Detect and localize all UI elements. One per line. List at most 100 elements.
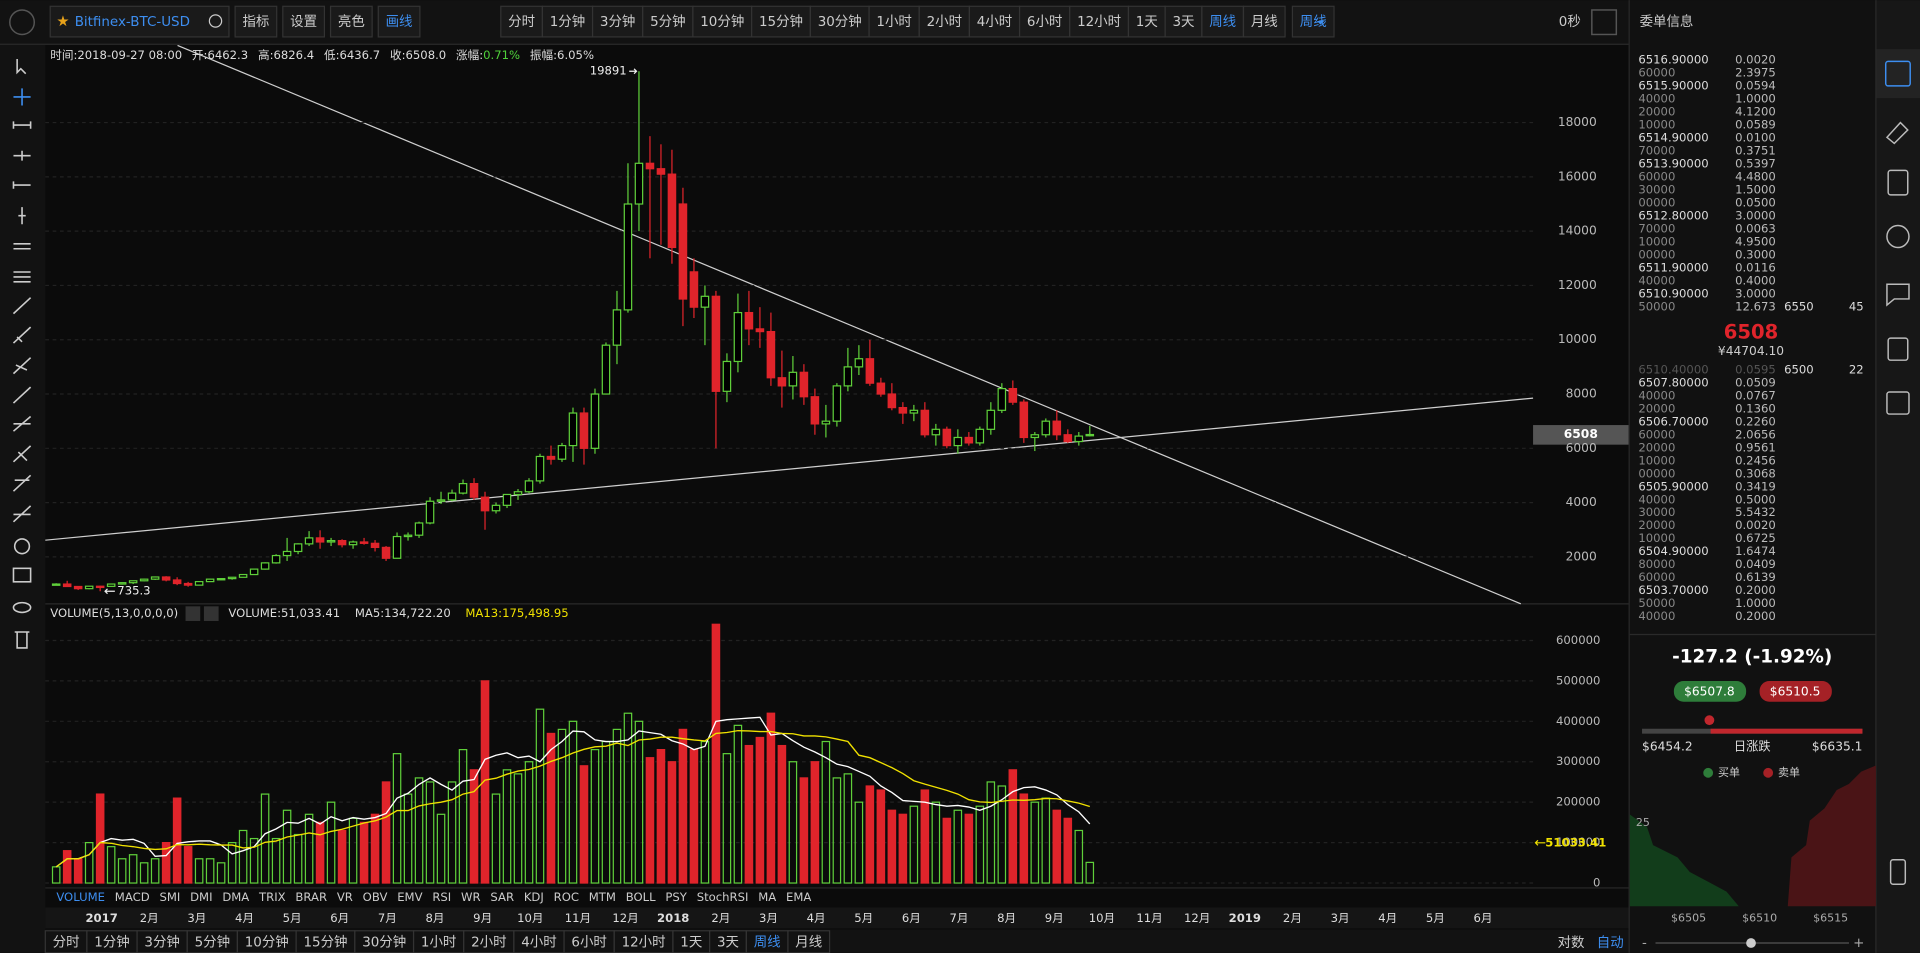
tool-ray[interactable] (12, 121, 32, 129)
volume-bar (953, 809, 963, 884)
tool-button[interactable] (329, 5, 373, 38)
volume-settings[interactable] (185, 606, 201, 621)
indicator-tab[interactable]: VR (337, 890, 353, 904)
time-axis-bg (45, 907, 1629, 929)
auto-toggle[interactable]: 自动 (1597, 935, 1624, 951)
indicator-tab[interactable]: ROC (554, 890, 579, 904)
period-button[interactable] (1242, 5, 1286, 38)
period-button[interactable] (692, 5, 753, 38)
volume-bar (150, 858, 160, 884)
indicator-tab[interactable]: BOLL (626, 890, 656, 904)
indicator-tab[interactable]: OBV (363, 890, 388, 904)
icon-chat[interactable] (1886, 283, 1910, 307)
bottom-period: 周线 (754, 934, 781, 950)
symbol-box[interactable] (49, 5, 230, 38)
volume-bar (579, 765, 589, 884)
tool-gann[interactable] (12, 445, 32, 463)
range-marker (1704, 715, 1715, 726)
bid-button[interactable] (1673, 680, 1747, 702)
time-label: 2月 (140, 911, 159, 925)
tool-arrow[interactable] (12, 326, 32, 344)
indicator-tab[interactable]: StochRSI (697, 890, 749, 904)
tool-button[interactable] (377, 5, 421, 38)
indicator-tab[interactable]: RSI (432, 890, 451, 904)
indicator-tab[interactable]: PSY (665, 890, 687, 904)
tool-hline[interactable] (13, 150, 31, 161)
indicator-tab[interactable]: MTM (589, 890, 616, 904)
tool-button[interactable] (234, 5, 278, 38)
indicator-tab[interactable]: TRIX (258, 890, 286, 904)
indicator-tab[interactable]: MA (758, 890, 776, 904)
depth-x-label: $6515 (1813, 912, 1848, 925)
search-icon[interactable] (208, 14, 223, 28)
candle-body (612, 309, 622, 346)
period-button[interactable] (1069, 5, 1130, 38)
icon-doc[interactable] (1887, 169, 1909, 196)
tool-elliott[interactable] (12, 505, 32, 523)
tool-cross[interactable] (13, 88, 31, 106)
candle-body (843, 366, 853, 387)
tool-line[interactable] (12, 386, 32, 404)
candle-body (678, 203, 688, 300)
indicator-tab[interactable]: WR (461, 890, 481, 904)
tool-trend[interactable] (12, 297, 32, 315)
icon-book[interactable] (1887, 337, 1909, 361)
indicator-tab[interactable]: SAR (490, 890, 514, 904)
tool-segment[interactable] (12, 181, 31, 189)
zoom-in[interactable]: + (1853, 936, 1864, 951)
period-button[interactable] (918, 5, 971, 38)
zoom-handle[interactable] (1746, 938, 1756, 948)
indicator-tab[interactable]: SMI (159, 890, 180, 904)
tool-measure[interactable] (12, 567, 32, 583)
candle-body (271, 554, 281, 564)
tool-pointer[interactable] (16, 58, 27, 75)
indicator-tab[interactable]: DMI (190, 890, 212, 904)
tool-spiral[interactable] (13, 538, 31, 555)
info-open: 开:6462.3 (192, 48, 248, 62)
icon-phone[interactable] (1889, 859, 1907, 885)
icon-hammer[interactable] (1885, 121, 1909, 145)
indicator-tab[interactable]: EMA (786, 890, 811, 904)
period-button[interactable] (868, 5, 920, 38)
tool-fib[interactable] (12, 357, 32, 375)
ask-button[interactable] (1759, 680, 1832, 702)
icon-bar (1875, 0, 1920, 953)
tool-trash[interactable] (14, 631, 30, 649)
indicator-tab[interactable]: DMA (222, 890, 249, 904)
volume-bar (997, 785, 1007, 884)
tool-pitchfork[interactable] (12, 415, 32, 432)
volume-bar (480, 680, 490, 884)
indicator-tab[interactable]: BRAR (295, 890, 327, 904)
high-arrow (629, 68, 638, 75)
log-toggle[interactable]: 对数 (1558, 935, 1585, 951)
period-button[interactable] (809, 5, 870, 38)
indicator-tab[interactable]: KDJ (524, 890, 544, 904)
indicator-tab[interactable]: EMV (397, 890, 422, 904)
book-amount: 0.0509 (1735, 375, 1776, 389)
tool-vline[interactable] (18, 207, 26, 225)
period-button[interactable] (751, 5, 811, 38)
icon-w[interactable] (1886, 391, 1910, 415)
tool-eye[interactable] (12, 601, 32, 614)
icon-clock[interactable] (1886, 224, 1910, 249)
period-button[interactable] (642, 5, 694, 38)
icon-chart[interactable] (1884, 60, 1911, 87)
volume-close[interactable] (203, 606, 219, 621)
indicator-tab[interactable]: VOLUME (56, 890, 105, 904)
volume-bar (1063, 817, 1073, 884)
tool-wave[interactable] (12, 474, 32, 492)
fullscreen[interactable] (1591, 9, 1618, 36)
indicator-tab[interactable]: MACD (115, 890, 150, 904)
y-tick-label: 6000 (1566, 441, 1597, 455)
zoom-out[interactable]: - (1642, 936, 1647, 951)
book-price: 00000 (1638, 466, 1675, 480)
tool-channel[interactable] (13, 243, 31, 250)
range-label: 日涨跌 (1734, 739, 1771, 754)
candle-body (623, 203, 633, 311)
period-button[interactable] (591, 5, 644, 38)
tool-parallel[interactable] (13, 271, 31, 283)
candle-body (1041, 420, 1051, 436)
period-dropdown-button[interactable] (1291, 5, 1335, 38)
tool-button[interactable] (282, 5, 326, 38)
candle-body (799, 371, 809, 398)
